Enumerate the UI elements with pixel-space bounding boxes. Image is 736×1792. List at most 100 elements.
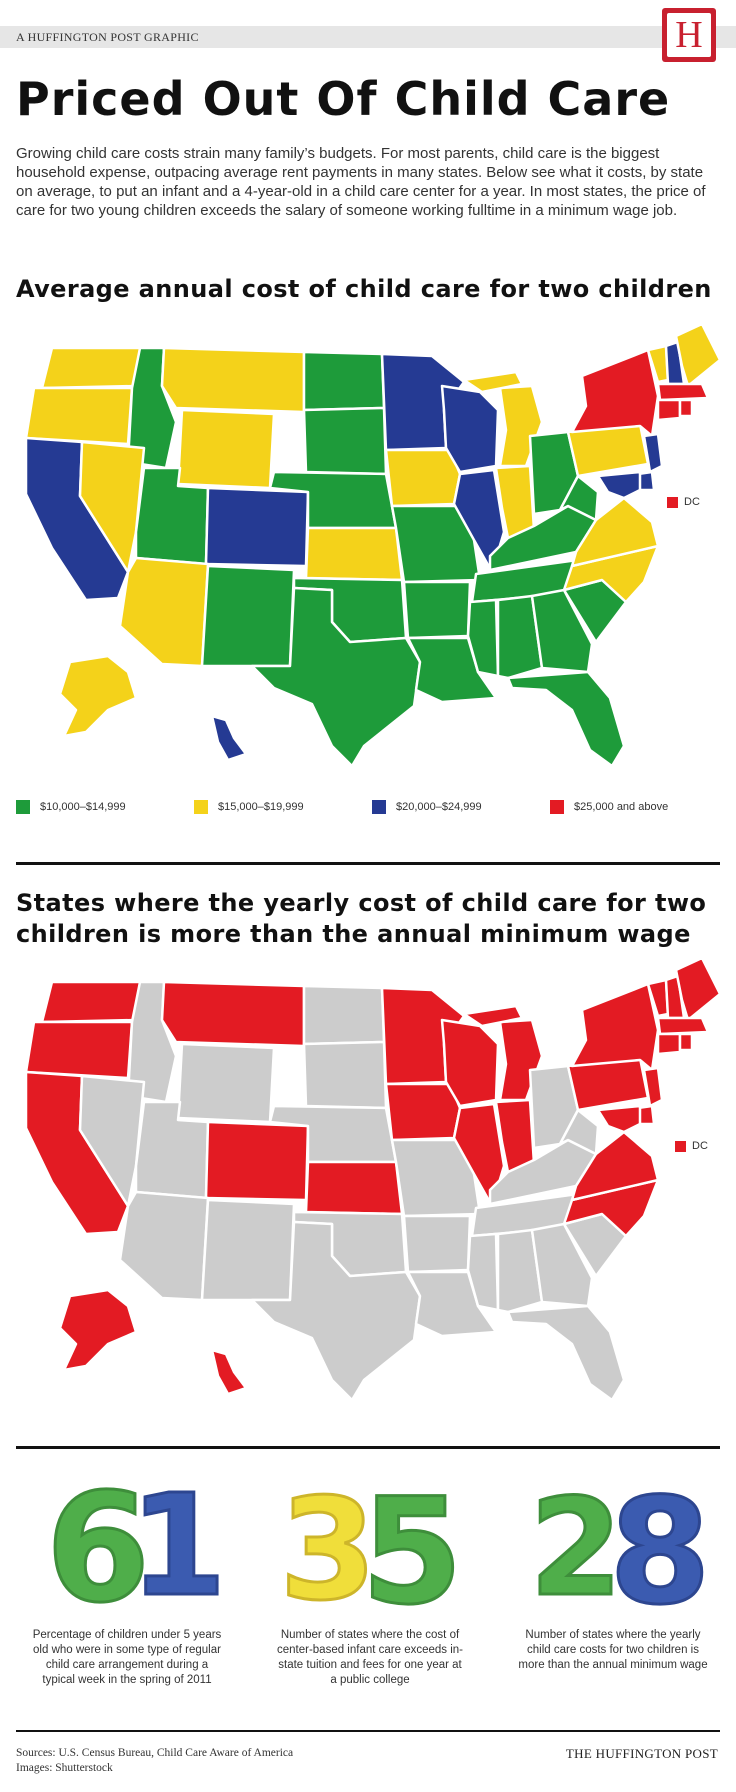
dc-label: DC — [684, 496, 700, 508]
legend-swatch — [550, 800, 564, 814]
sources: Sources: U.S. Census Bureau, Child Care … — [16, 1746, 293, 1776]
dc-swatch — [667, 496, 678, 508]
map-legend: $10,000–$14,999 $15,000–$19,999 $20,000–… — [16, 800, 720, 820]
stat-digit: 5 — [361, 1470, 463, 1620]
sources-line: Sources: U.S. Census Bureau, Child Care … — [16, 1747, 294, 1759]
stat-caption: Number of states where the cost of cente… — [276, 1629, 464, 1686]
state-al — [496, 594, 544, 680]
section-divider — [16, 862, 720, 865]
state-ia — [384, 448, 462, 508]
state-ar — [402, 1214, 472, 1274]
huffington-logo: H — [662, 8, 716, 62]
state-nv — [78, 440, 146, 574]
state-wy — [176, 1042, 276, 1124]
state-me — [674, 326, 722, 388]
stat-number-graphic: 3 5 — [278, 1466, 465, 1639]
legend-swatch — [194, 800, 208, 814]
stat-number-35: 3 5 — [270, 1466, 470, 1639]
stat-caption: Number of states where the yearly child … — [518, 1629, 708, 1671]
footer-divider — [16, 1730, 720, 1732]
dc-marker: DC — [675, 1140, 708, 1152]
state-mi-up — [462, 370, 524, 394]
images-credit: Images: Shutterstock — [16, 1762, 113, 1774]
state-ks — [304, 526, 404, 582]
state-tx — [250, 586, 422, 766]
dc-label: DC — [692, 1140, 708, 1152]
intro-paragraph: Growing child care costs strain many fam… — [16, 145, 706, 219]
state-nj — [642, 432, 664, 474]
state-ct — [656, 398, 682, 422]
state-md — [596, 470, 642, 500]
state-sd — [302, 406, 388, 476]
brand-line: A HUFFINGTON POST GRAPHIC — [16, 30, 199, 44]
stat-number-graphic: 2 8 — [528, 1466, 712, 1639]
state-mt — [160, 346, 306, 414]
state-co — [204, 1120, 310, 1202]
legend-item: $10,000–$14,999 — [16, 800, 126, 814]
stat-digit: 2 — [529, 1470, 622, 1620]
stat-digit: 3 — [279, 1470, 376, 1620]
state-or — [24, 386, 134, 446]
state-ms — [466, 1232, 500, 1312]
state-wi — [440, 384, 500, 474]
state-mt — [160, 980, 306, 1048]
state-wa — [40, 346, 142, 390]
stat-digit: 1 — [129, 1470, 226, 1620]
legend-swatch — [16, 800, 30, 814]
map1-heading: Average annual cost of child care for tw… — [16, 275, 712, 303]
state-ma — [656, 1016, 710, 1036]
state-wa — [40, 980, 142, 1024]
dc-marker: DC — [667, 496, 700, 508]
logo-letter: H — [667, 13, 711, 57]
state-al — [496, 1228, 544, 1314]
top-banner: A HUFFINGTON POST GRAPHIC — [0, 26, 736, 48]
state-nm — [200, 1198, 296, 1302]
state-or — [24, 1020, 134, 1080]
state-ny — [570, 982, 660, 1072]
state-me — [674, 960, 722, 1022]
footer-brand: THE HUFFINGTON POST — [565, 1746, 718, 1761]
state-ak — [58, 654, 138, 738]
state-ms — [466, 598, 500, 678]
minimum-wage-map-svg — [24, 960, 722, 1400]
state-ma — [656, 382, 710, 402]
state-ks — [304, 1160, 404, 1216]
state-ri — [678, 398, 694, 418]
state-mi-up — [462, 1004, 524, 1028]
state-ny — [570, 348, 660, 438]
stat-caption: Percentage of children under 5 years old… — [32, 1629, 222, 1686]
legend-label: $25,000 and above — [574, 801, 669, 813]
state-wy — [176, 408, 276, 490]
stat-number-61: 6 1 — [28, 1461, 228, 1638]
state-nv — [78, 1074, 146, 1208]
state-ga — [530, 1222, 594, 1308]
legend-swatch — [372, 800, 386, 814]
stat-number-graphic: 6 1 — [44, 1461, 228, 1638]
state-hi — [210, 714, 248, 762]
state-tx — [250, 1220, 422, 1400]
legend-label: $10,000–$14,999 — [40, 801, 126, 813]
state-wi — [440, 1018, 500, 1108]
state-hi — [210, 1348, 248, 1396]
state-ga — [530, 588, 594, 674]
legend-label: $15,000–$19,999 — [218, 801, 304, 813]
state-fl — [506, 1304, 626, 1400]
cost-map-svg — [24, 326, 722, 766]
state-ct — [656, 1032, 682, 1056]
minimum-wage-map — [12, 960, 724, 1400]
legend-label: $20,000–$24,999 — [396, 801, 482, 813]
cost-map — [12, 326, 724, 766]
stat-digit: 6 — [46, 1470, 150, 1620]
map2-heading: States where the yearly cost of child ca… — [16, 889, 707, 948]
legend-item: $25,000 and above — [550, 800, 668, 814]
state-wv — [558, 474, 600, 522]
state-ak — [58, 1288, 138, 1372]
dc-swatch — [675, 1140, 686, 1152]
state-nj — [642, 1066, 664, 1108]
state-az — [118, 1190, 210, 1302]
legend-item: $20,000–$24,999 — [372, 800, 482, 814]
state-fl — [506, 670, 626, 766]
state-co — [204, 486, 310, 568]
state-ar — [402, 580, 472, 640]
section-divider — [16, 1446, 720, 1449]
